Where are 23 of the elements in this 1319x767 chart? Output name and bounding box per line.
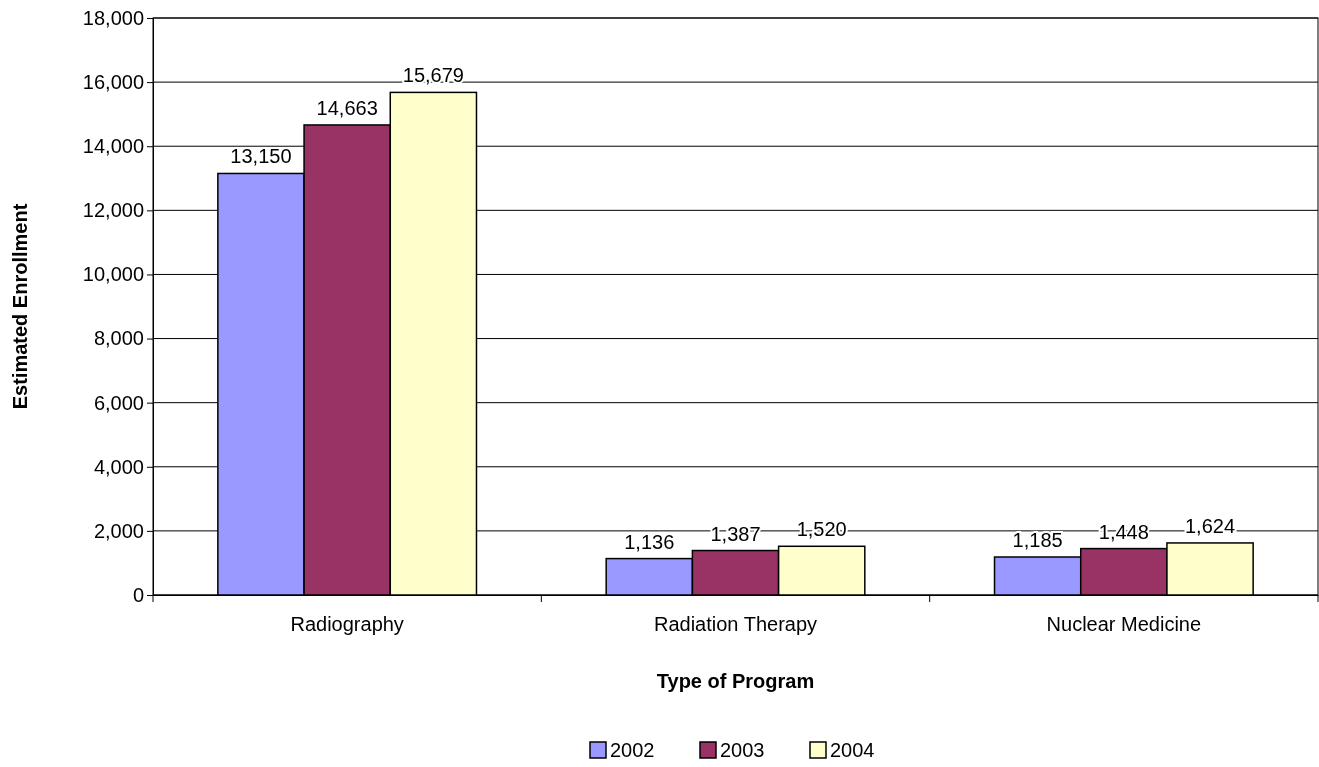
y-tick-label: 16,000 [82, 71, 144, 94]
x-tick-label: Radiography [290, 613, 404, 636]
y-axis-title: Estimated Enrollment [9, 203, 31, 410]
y-tick-label: 0 [132, 583, 144, 606]
y-tick-label: 18,000 [82, 6, 144, 29]
legend-label: 2003 [720, 739, 765, 761]
y-tick-label: 4,000 [93, 455, 144, 478]
y-tick-label: 8,000 [93, 327, 144, 350]
legend-label: 2002 [610, 739, 655, 761]
data-label: 1,185 [1012, 529, 1063, 552]
y-tick-label: 10,000 [82, 263, 144, 286]
data-label: 15,679 [402, 64, 464, 87]
x-axis-title: Type of Program [656, 670, 815, 692]
x-tick-label: Radiation Therapy [653, 613, 818, 636]
y-tick-label: 2,000 [93, 519, 144, 542]
x-tick-label: Nuclear Medicine [1046, 613, 1202, 636]
y-tick-label: 6,000 [93, 391, 144, 414]
data-label: 13,150 [230, 145, 292, 168]
data-label: 1,136 [624, 530, 675, 553]
y-tick-label: 14,000 [82, 135, 144, 158]
legend-label: 2004 [830, 739, 875, 761]
y-tick-label: 12,000 [82, 199, 144, 222]
data-label: 14,663 [316, 96, 378, 119]
